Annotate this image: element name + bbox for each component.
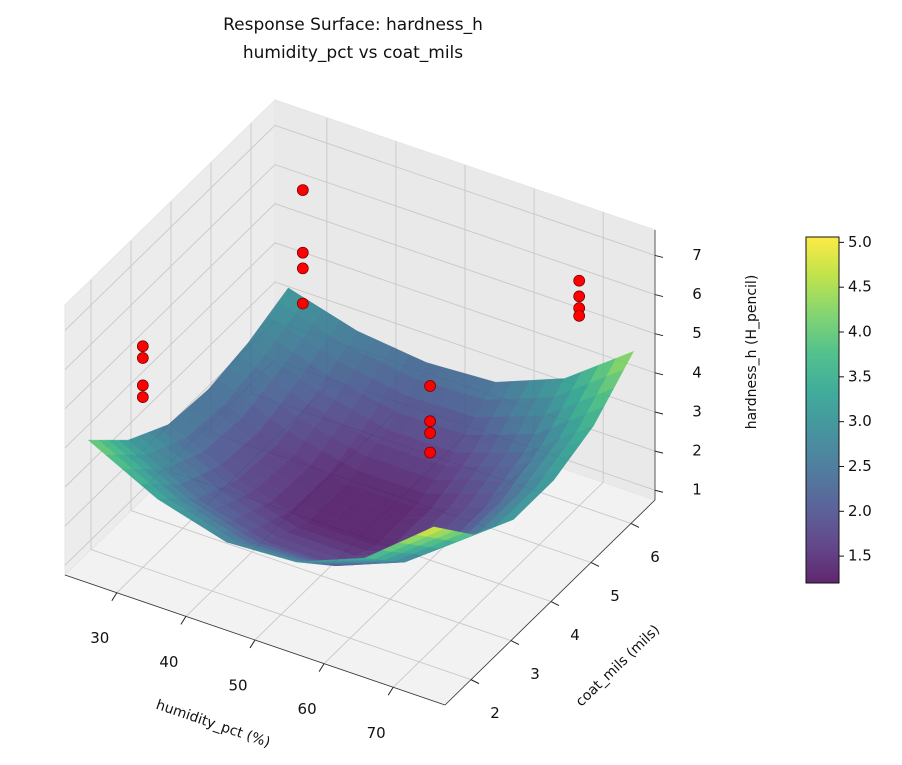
grid-line [130, 240, 512, 642]
x-tick [111, 592, 118, 601]
y-tick-label: 3 [530, 665, 540, 683]
colorbar-tick-label: 1.5 [848, 547, 872, 565]
x-axis-label: humidity_pct (%) [154, 697, 272, 751]
y-tick [590, 562, 600, 567]
z-axis-label: hardness_h (H_pencil) [744, 275, 760, 430]
scatter-point [136, 391, 149, 403]
surface-patch [415, 526, 445, 537]
z-tick [654, 411, 664, 415]
z-tick [654, 489, 664, 493]
colorbar-tick-label: 2.0 [848, 502, 872, 520]
scatter-point [573, 290, 586, 303]
y-axis-label: coat_mils (mils) [573, 622, 663, 710]
scatter-point [424, 415, 436, 428]
grid-line [64, 281, 656, 488]
y-axis-line [444, 499, 656, 706]
y-tick [470, 679, 480, 685]
x-tick-label: 50 [228, 677, 247, 695]
scatter-point [296, 184, 309, 196]
y-tick-label: 6 [650, 548, 660, 566]
scatter-point [424, 380, 436, 392]
scatter-point [573, 274, 586, 287]
scatter-point [136, 340, 149, 353]
colorbar-tick-label: 3.0 [848, 412, 872, 430]
y-tick-label: 4 [570, 626, 580, 644]
z-tick [654, 254, 664, 258]
z-tick [654, 372, 664, 376]
scatter-point [136, 352, 149, 364]
x-tick [249, 639, 256, 649]
z-tick [654, 294, 664, 298]
chart-subtitle: humidity_pct vs coat_mils [243, 43, 463, 63]
x-tick [318, 663, 325, 672]
scatter-point [573, 310, 586, 322]
x-tick-label: 30 [90, 629, 109, 647]
x-tick-label: 40 [159, 653, 178, 671]
z-tick-label: 1 [692, 481, 702, 499]
scatter-point [296, 297, 309, 310]
surface [87, 287, 635, 567]
y-tick [550, 601, 560, 606]
z-tick-label: 7 [692, 246, 702, 264]
colorbar [805, 236, 840, 584]
y-tick-label: 5 [610, 587, 620, 605]
grid-line [90, 279, 472, 681]
z-tick-label: 6 [692, 285, 702, 303]
z-tick [654, 450, 664, 454]
scatter-point [296, 246, 309, 259]
y-tick-label: 2 [490, 704, 500, 722]
grid-line [392, 212, 604, 688]
x-axis-line [64, 574, 446, 706]
grid-line [64, 203, 656, 410]
y-tick [510, 640, 520, 646]
grid-line [64, 124, 656, 331]
x-tick [180, 616, 187, 625]
grid-line [64, 164, 656, 370]
colorbar-tick-label: 4.5 [848, 278, 872, 296]
y-tick [630, 522, 640, 528]
x-tick-label: 70 [367, 724, 386, 742]
z-tick-label: 2 [692, 442, 702, 460]
z-tick-label: 4 [692, 363, 702, 381]
colorbar-tick-label: 3.5 [848, 367, 872, 385]
z-tick-label: 5 [692, 324, 702, 342]
z-tick-label: 3 [692, 402, 702, 420]
scatter-point [424, 446, 436, 459]
grid-line [64, 242, 656, 449]
x-tick-label: 60 [298, 700, 317, 718]
scatter-point [296, 262, 309, 275]
x-tick [387, 687, 394, 696]
scatter-point [424, 427, 436, 439]
chart-title: Response Surface: hardness_h [223, 15, 483, 35]
colorbar-tick-label: 4.0 [848, 323, 872, 341]
z-tick [654, 333, 664, 337]
scatter-point [136, 379, 149, 392]
colorbar-tick-label: 2.5 [848, 457, 872, 475]
colorbar-tick-label: 5.0 [848, 233, 872, 251]
